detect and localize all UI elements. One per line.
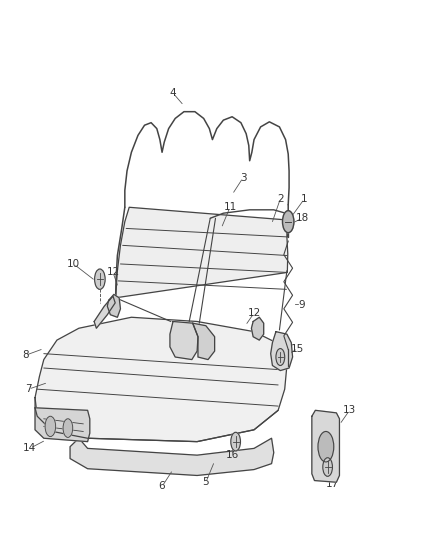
Text: 18: 18 (296, 213, 309, 223)
Polygon shape (251, 317, 264, 340)
Text: 2: 2 (277, 194, 284, 204)
Text: 7: 7 (25, 384, 32, 394)
Circle shape (63, 419, 73, 438)
Polygon shape (271, 332, 293, 370)
Circle shape (231, 432, 240, 451)
Text: 13: 13 (343, 405, 356, 415)
Text: 5: 5 (202, 477, 209, 487)
Circle shape (95, 269, 105, 289)
Polygon shape (312, 410, 339, 482)
Text: 3: 3 (240, 173, 247, 183)
Polygon shape (94, 296, 115, 328)
Polygon shape (35, 317, 287, 442)
Circle shape (45, 416, 56, 437)
Text: 16: 16 (226, 450, 239, 460)
Polygon shape (35, 408, 90, 442)
Polygon shape (193, 323, 215, 360)
Text: 12: 12 (247, 308, 261, 318)
Text: 14: 14 (23, 443, 36, 454)
Text: 12: 12 (106, 268, 120, 277)
Text: 15: 15 (291, 344, 304, 353)
Text: 8: 8 (22, 350, 29, 360)
Circle shape (283, 211, 294, 233)
Text: 6: 6 (159, 481, 166, 491)
Polygon shape (107, 294, 120, 317)
Text: 1: 1 (301, 194, 308, 204)
Text: 4: 4 (170, 88, 177, 98)
Text: 11: 11 (223, 203, 237, 212)
Polygon shape (170, 321, 198, 360)
Polygon shape (70, 438, 274, 475)
Text: 17: 17 (326, 479, 339, 489)
Circle shape (323, 458, 332, 477)
Polygon shape (116, 207, 288, 298)
Circle shape (276, 349, 285, 366)
Circle shape (318, 432, 334, 462)
Text: 10: 10 (67, 259, 80, 269)
Text: 9: 9 (298, 300, 305, 310)
